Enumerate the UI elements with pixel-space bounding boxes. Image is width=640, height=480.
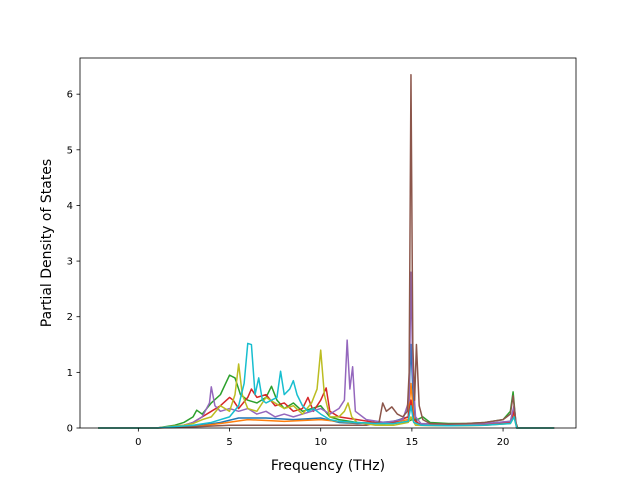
series-line-8 xyxy=(98,342,555,429)
y-tick-label: 6 xyxy=(67,90,73,101)
y-tick-label: 0 xyxy=(67,424,73,435)
x-tick-label: 20 xyxy=(497,437,510,448)
series-line-6 xyxy=(98,73,555,429)
y-tick-label: 4 xyxy=(67,201,73,212)
series-layer xyxy=(98,73,555,429)
x-tick-label: 5 xyxy=(226,437,232,448)
y-axis-label: Partial Density of States xyxy=(39,159,55,327)
x-axis: 0 5 10 15 20 xyxy=(135,428,509,448)
plot-frame xyxy=(79,57,577,429)
x-axis-label: Frequency (THz) xyxy=(271,458,385,474)
y-axis: 0 1 2 3 4 5 6 xyxy=(67,90,80,435)
series-line-1 xyxy=(98,343,555,429)
y-tick-label: 5 xyxy=(67,145,73,156)
y-tick-label: 2 xyxy=(67,312,73,323)
x-tick-label: 10 xyxy=(314,437,327,448)
y-tick-label: 1 xyxy=(67,368,73,379)
x-tick-label: 15 xyxy=(406,437,419,448)
y-tick-label: 3 xyxy=(67,257,73,268)
x-tick-label: 0 xyxy=(135,437,141,448)
